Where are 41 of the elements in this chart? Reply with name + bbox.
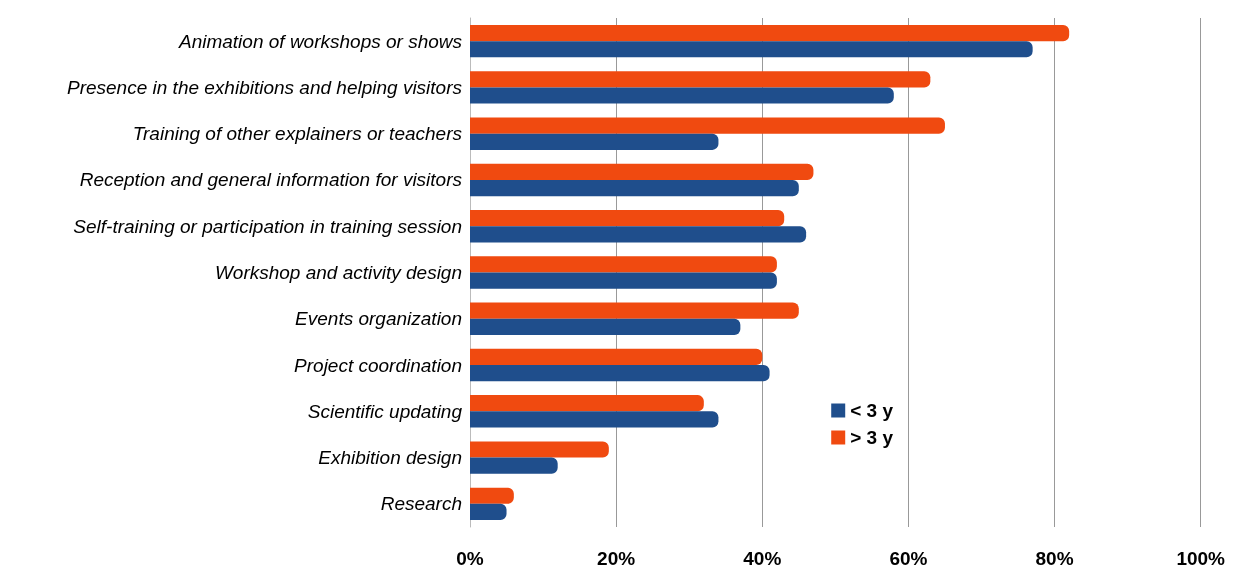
bar [470,487,514,504]
x-tick-label: 20% [597,548,636,569]
bar [470,41,1033,58]
bar [470,272,777,289]
x-tick-label: 80% [1035,548,1074,569]
bar [470,441,609,458]
y-tick-label: Events organization [295,308,462,330]
bar [470,87,894,104]
bar [470,365,770,382]
bar [470,210,785,227]
bar [470,179,799,197]
y-tick-label: Training of other explainers or teachers [132,123,463,145]
y-tick-label: Self-training or participation in training session [73,215,462,237]
y-tick-label: Research [380,493,462,515]
bar [470,348,763,366]
x-tick-label: 0% [456,548,484,569]
legend-label: < 3 y [850,400,894,421]
y-tick-label: Exhibition design [318,447,462,469]
bar [470,117,945,134]
y-tick-label: Project coordination [294,354,462,376]
y-tick-label: Workshop and activity design [214,262,462,283]
bar [470,24,1070,42]
y-tick-label: Scientific updating [307,400,463,422]
bar [470,318,741,335]
bar [470,71,931,88]
bar [470,163,814,180]
y-tick-label: Presence in the exhibitions and helping visitors [66,76,463,98]
x-tick-label: 60% [889,548,928,569]
bar [470,395,704,412]
bar [470,133,719,150]
bar [470,411,719,428]
bar [470,302,799,319]
x-tick-label: 40% [743,548,782,569]
bar [470,256,777,273]
y-tick-label: Reception and general information for visitors [79,169,463,191]
y-tick-label: Animation of workshops or shows [177,30,463,52]
bar [470,226,807,243]
legend-label: > 3 y [850,427,894,448]
bar [470,457,558,474]
bar [470,503,507,521]
x-tick-label: 100% [1176,548,1226,569]
